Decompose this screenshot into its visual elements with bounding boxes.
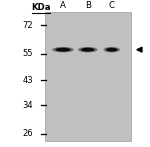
Ellipse shape [55, 48, 71, 52]
Ellipse shape [103, 47, 120, 52]
Ellipse shape [106, 48, 118, 52]
Text: KDa: KDa [32, 3, 51, 12]
Text: 26: 26 [22, 129, 33, 138]
Ellipse shape [81, 48, 95, 52]
FancyBboxPatch shape [45, 12, 130, 141]
Text: B: B [85, 1, 91, 10]
Text: A: A [60, 1, 66, 10]
Ellipse shape [78, 47, 98, 52]
Text: 34: 34 [22, 101, 33, 110]
Text: 72: 72 [22, 21, 33, 30]
Text: 43: 43 [22, 76, 33, 85]
Ellipse shape [52, 47, 74, 52]
Text: 55: 55 [22, 50, 33, 59]
Text: C: C [109, 1, 115, 10]
